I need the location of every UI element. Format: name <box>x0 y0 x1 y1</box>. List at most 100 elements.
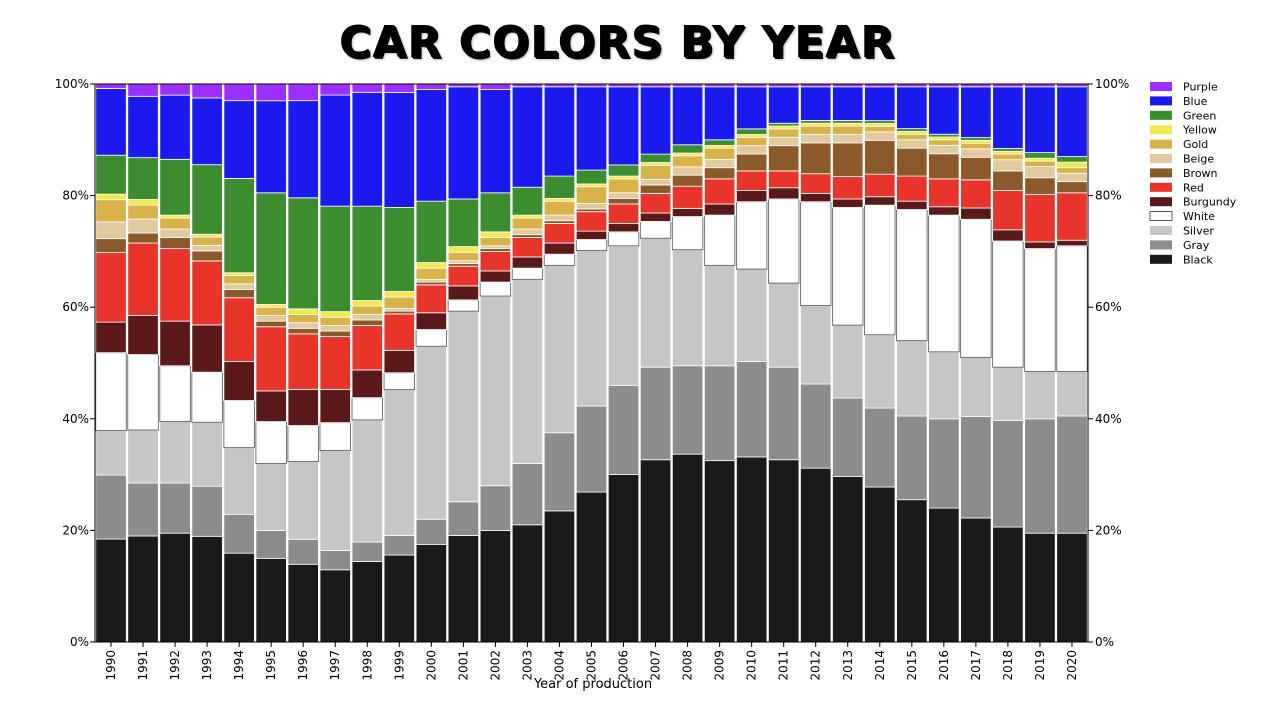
bar-segment-black-1995 <box>255 557 287 643</box>
bar-segment-blue-1993 <box>191 97 223 166</box>
bar-segment-black-1994 <box>223 552 255 643</box>
bar-segment-purple-1991 <box>127 83 159 97</box>
bar-segment-white-2006 <box>607 231 640 247</box>
bar-segment-white-2000 <box>415 329 448 347</box>
bar-segment-purple-1990 <box>95 83 127 89</box>
bar-segment-beige-2009 <box>703 158 736 169</box>
x-tick-label-1997: 1997 <box>328 650 342 681</box>
x-tick-label-1999: 1999 <box>392 650 406 681</box>
bar-segment-silver-1999 <box>383 389 415 536</box>
legend-swatch-burgundy <box>1150 197 1172 207</box>
bar-segment-white-2002 <box>479 281 512 297</box>
bar-segment-white-2010 <box>736 201 768 270</box>
bar-segment-beige-2002 <box>479 245 512 250</box>
bar-segment-green-2016 <box>928 133 960 138</box>
bar-segment-gold-2020 <box>1056 167 1088 174</box>
bar-segment-silver-2006 <box>607 245 640 386</box>
bar-segment-red-2001 <box>447 265 480 287</box>
bar-segment-gray-2016 <box>928 418 960 509</box>
bar-segment-brown-2008 <box>671 174 704 187</box>
legend-swatch-silver <box>1150 226 1172 235</box>
bar-segment-black-1996 <box>287 563 319 643</box>
bar-segment-white-2013 <box>832 206 864 326</box>
x-tick-label-2009: 2009 <box>713 650 727 681</box>
bar-segment-black-2012 <box>800 467 832 643</box>
bar-segment-burgundy-1992 <box>159 320 191 367</box>
x-tick-label-1996: 1996 <box>296 650 310 681</box>
bar-segment-silver-1995 <box>255 463 287 531</box>
bar-segment-beige-2000 <box>415 278 448 283</box>
bar-segment-red-2006 <box>607 203 640 224</box>
bar-segment-yellow-1996 <box>287 308 319 315</box>
bar-segment-black-1998 <box>351 561 383 643</box>
bar-segment-black-2006 <box>607 474 640 643</box>
bar-segment-black-1991 <box>127 535 159 643</box>
bar-segment-yellow-2011 <box>768 125 800 130</box>
bar-segment-gray-1991 <box>127 482 159 537</box>
bar-segment-white-1995 <box>255 421 287 464</box>
bar-segment-gray-2011 <box>768 366 800 461</box>
x-tick-label-2020: 2020 <box>1065 650 1079 681</box>
bar-segment-white-2016 <box>928 214 960 353</box>
bar-segment-gold-2002 <box>479 237 512 247</box>
bar-segment-red-2007 <box>639 192 672 214</box>
bar-segment-blue-2004 <box>543 86 576 177</box>
bar-segment-black-1992 <box>159 532 191 643</box>
x-tick-label-2013: 2013 <box>841 650 855 681</box>
bar-segment-red-1993 <box>191 260 223 326</box>
bar-segment-silver-2020 <box>1056 370 1088 417</box>
bar-segment-gold-2011 <box>768 128 800 138</box>
bar-segment-red-2013 <box>832 176 864 200</box>
bar-segment-yellow-2008 <box>671 152 704 157</box>
bar-segment-black-2019 <box>1024 532 1056 643</box>
bar-segment-beige-2003 <box>511 228 544 236</box>
bar-segment-gold-2006 <box>607 178 640 194</box>
bar-segment-red-2015 <box>896 175 928 202</box>
bar-segment-purple-1992 <box>159 83 191 96</box>
bar-segment-white-1994 <box>223 400 255 449</box>
bar-segment-brown-2011 <box>768 145 800 172</box>
bar-segment-silver-1992 <box>159 421 191 484</box>
bar-segment-red-2010 <box>736 170 768 191</box>
bar-segment-white-2020 <box>1056 245 1088 372</box>
bar-segment-gray-2020 <box>1056 415 1088 534</box>
bar-segment-white-2014 <box>864 204 896 336</box>
bar-segment-red-2011 <box>768 170 800 189</box>
bar-segment-yellow-2000 <box>415 262 448 269</box>
bar-segment-gray-2017 <box>960 416 992 519</box>
bar-segment-yellow-2004 <box>543 197 576 202</box>
bar-segment-silver-1996 <box>287 461 319 540</box>
right-y-tick-label: 0% <box>1095 635 1114 649</box>
bar-segment-gold-2014 <box>864 125 896 133</box>
legend-swatch-black <box>1150 254 1172 264</box>
right-y-tick-label: 40% <box>1095 412 1122 426</box>
bar-segment-blue-1995 <box>255 100 287 194</box>
legend-label-brown: Brown <box>1183 167 1218 180</box>
bar-segment-burgundy-1995 <box>255 390 287 422</box>
bar-segment-black-2020 <box>1056 532 1088 643</box>
bar-segment-gold-2004 <box>543 200 576 216</box>
bar-segment-red-2020 <box>1056 192 1088 241</box>
bar-segment-beige-1996 <box>287 322 319 329</box>
bar-segment-red-1991 <box>127 242 159 316</box>
bar-segment-yellow-1992 <box>159 214 191 219</box>
bar-segment-black-2009 <box>703 460 736 643</box>
bar-segment-gold-1990 <box>95 199 127 223</box>
bar-segment-burgundy-1997 <box>319 388 351 424</box>
bar-segment-burgundy-2009 <box>703 203 736 216</box>
bar-segment-silver-2019 <box>1024 370 1056 420</box>
bar-segment-burgundy-2004 <box>543 242 576 255</box>
x-tick-label-1993: 1993 <box>200 650 214 681</box>
bar-segment-green-1992 <box>159 158 191 216</box>
bar-segment-burgundy-1998 <box>351 369 383 399</box>
bar-segment-white-2008 <box>671 216 704 251</box>
bar-segment-red-2004 <box>543 223 576 244</box>
bar-segment-brown-2020 <box>1056 181 1088 194</box>
bar-segment-gold-2013 <box>832 125 864 135</box>
bar-segment-burgundy-1991 <box>127 315 159 356</box>
bar-segment-beige-2005 <box>575 202 608 210</box>
bar-segment-purple-1994 <box>223 83 255 102</box>
legend-label-beige: Beige <box>1183 153 1214 166</box>
bar-segment-silver-2017 <box>960 356 992 417</box>
bar-segment-yellow-2006 <box>607 175 640 180</box>
